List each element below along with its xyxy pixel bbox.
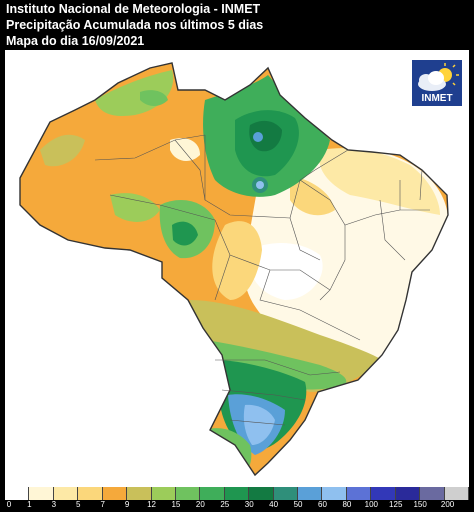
legend-swatch: [224, 487, 250, 500]
legend-swatch: [395, 487, 421, 500]
legend-labels: 0 1 3 5 7 9 12 15 20 25 30 40 50 60 80 100 125 150 200: [5, 500, 469, 512]
legend-label: 50: [293, 500, 303, 509]
inmet-logo: INMET: [410, 58, 464, 108]
date-title: Mapa do dia 16/09/2021: [6, 34, 145, 48]
legend-swatch: [78, 487, 103, 500]
legend-swatch: [151, 487, 176, 500]
legend-swatch: [322, 487, 347, 500]
legend-swatch: [29, 487, 54, 500]
legend-label: 40: [269, 500, 279, 509]
legend-label: 12: [147, 500, 156, 509]
legend-swatch: [273, 487, 299, 500]
logo-text: INMET: [421, 93, 453, 104]
legend-swatch: [444, 487, 470, 500]
legend-swatch: [200, 487, 225, 500]
legend-swatch: [53, 487, 79, 500]
legend-swatch: [175, 487, 201, 500]
state-borders: [94, 134, 430, 426]
product-title: Precipitação Acumulada nos últimos 5 dia…: [6, 18, 264, 32]
legend-label: 25: [220, 500, 230, 509]
legend-label: 20: [195, 500, 205, 509]
legend-swatch: [127, 487, 152, 500]
legend-swatch: [371, 487, 396, 500]
legend-label: 5: [76, 500, 81, 509]
legend-label: 150: [413, 500, 427, 509]
legend-swatch: [346, 487, 372, 500]
weather-cloud-sun-icon: [418, 63, 459, 91]
legend-label: 3: [51, 500, 57, 509]
legend-label: 200: [440, 500, 455, 509]
legend-label: 30: [244, 500, 254, 509]
legend-swatch: [102, 487, 128, 500]
legend-label: 15: [171, 500, 181, 509]
legend-label: 9: [124, 500, 130, 509]
legend-label: 60: [318, 500, 327, 509]
precipitation-fields: [20, 63, 448, 475]
brazil-outline: [19, 62, 449, 477]
legend-label: 0: [6, 500, 12, 509]
legend-label: 125: [389, 500, 403, 509]
legend-label: 100: [364, 500, 378, 509]
legend-swatch: [420, 487, 445, 500]
legend-swatch: [298, 487, 323, 500]
legend-swatch: [249, 487, 274, 500]
legend-label: 1: [27, 500, 32, 509]
legend-colorbar: [5, 487, 470, 500]
legend-swatch: [5, 487, 30, 500]
institute-title: Instituto Nacional de Meteorologia - INM…: [6, 2, 261, 16]
legend-label: 7: [100, 500, 105, 509]
legend-label: 80: [342, 500, 352, 509]
